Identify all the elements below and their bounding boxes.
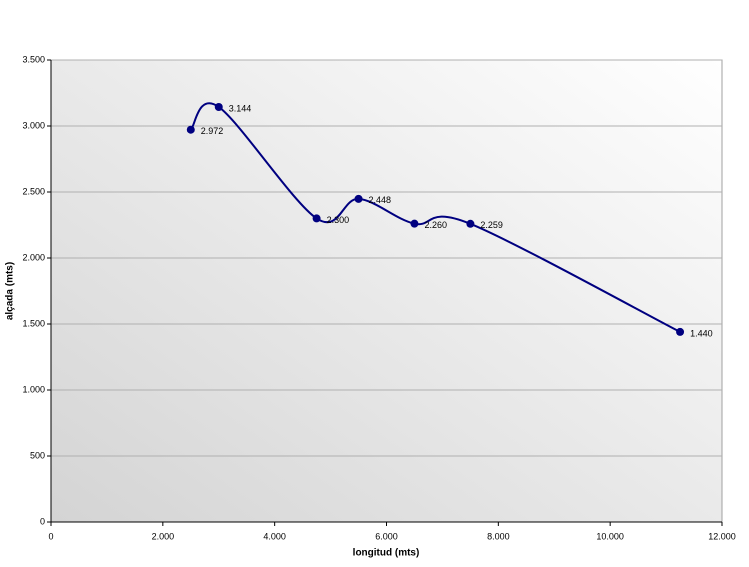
x-tick-label: 2.000 [152, 531, 175, 541]
data-label: 2.972 [201, 126, 224, 136]
x-tick-label: 12.000 [708, 531, 736, 541]
x-tick-label: 4.000 [263, 531, 286, 541]
data-point [312, 214, 321, 223]
y-tick-label: 3.500 [22, 54, 45, 64]
y-tick-label: 3.000 [22, 120, 45, 130]
data-label: 2.300 [327, 215, 350, 225]
y-tick-label: 1.000 [22, 384, 45, 394]
y-tick-label: 2.500 [22, 186, 45, 196]
data-label: 1.440 [690, 328, 713, 338]
data-label: 3.144 [229, 103, 252, 113]
data-label: 2.448 [369, 195, 392, 205]
y-tick-label: 1.500 [22, 318, 45, 328]
data-point [676, 327, 685, 336]
x-axis-title: longitud (mts) [353, 548, 420, 559]
data-point [186, 125, 195, 134]
x-tick-label: 0 [48, 531, 53, 541]
x-tick-label: 6.000 [375, 531, 398, 541]
y-tick-label: 2.000 [22, 252, 45, 262]
data-label: 2.259 [480, 220, 503, 230]
plot-area [50, 59, 723, 523]
x-tick-label: 8.000 [487, 531, 510, 541]
data-point [214, 102, 223, 111]
y-tick-label: 500 [30, 450, 45, 460]
data-point [466, 219, 475, 228]
data-point [410, 219, 419, 228]
y-tick-label: 0 [40, 516, 45, 526]
series-line [189, 102, 681, 333]
data-point [354, 194, 363, 203]
x-tick-label: 10.000 [596, 531, 624, 541]
data-label: 2.260 [424, 220, 447, 230]
y-axis-title: alçada (mts) [5, 262, 16, 320]
